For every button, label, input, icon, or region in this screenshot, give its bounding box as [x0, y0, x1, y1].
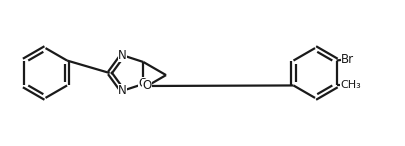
- Text: CH₃: CH₃: [339, 80, 360, 91]
- Text: Br: Br: [340, 53, 353, 66]
- Text: N: N: [118, 49, 127, 62]
- Text: O: O: [142, 79, 151, 92]
- Text: O: O: [139, 78, 148, 91]
- Text: N: N: [118, 84, 127, 97]
